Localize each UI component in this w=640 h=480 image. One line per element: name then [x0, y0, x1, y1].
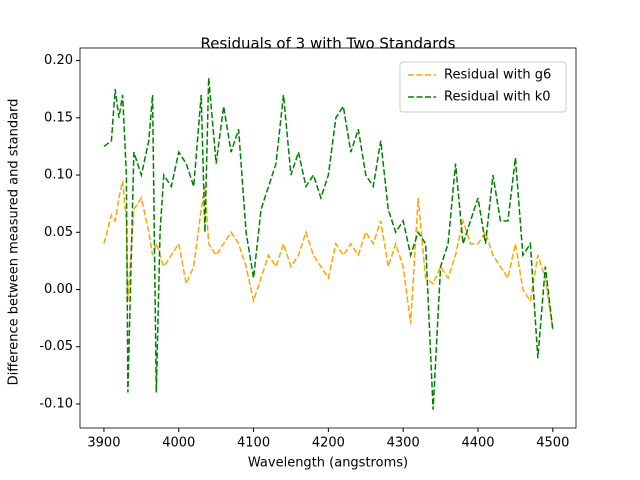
x-axis-label: Wavelength (angstroms)	[248, 456, 408, 471]
x-tick-label: 4000	[162, 436, 195, 451]
legend-box	[399, 61, 567, 113]
plot-frame	[79, 47, 577, 429]
y-tick-label: 0.05	[44, 225, 73, 240]
line-series	[103, 180, 554, 330]
y-tick-label: 0.20	[44, 53, 73, 68]
legend-label: Residual with k0	[444, 90, 551, 105]
line-series	[103, 77, 554, 410]
y-tick-label: 0.10	[44, 168, 73, 183]
y-axis-label: Difference between measured and standard	[7, 99, 22, 386]
x-tick-label: 4400	[461, 436, 494, 451]
x-tick-label: 3900	[87, 436, 120, 451]
x-tick-label: 4500	[536, 436, 569, 451]
legend-label: Residual with g6	[444, 68, 551, 83]
y-tick-label: -0.05	[39, 339, 73, 354]
x-tick-label: 4300	[387, 436, 420, 451]
x-tick-label: 4200	[312, 436, 345, 451]
chart-title: Residuals of 3 with Two Standards	[200, 35, 455, 53]
y-tick-label: 0.00	[44, 282, 73, 297]
x-tick-label: 4100	[237, 436, 270, 451]
y-tick-label: -0.10	[39, 396, 73, 411]
y-tick-label: 0.15	[44, 110, 73, 125]
